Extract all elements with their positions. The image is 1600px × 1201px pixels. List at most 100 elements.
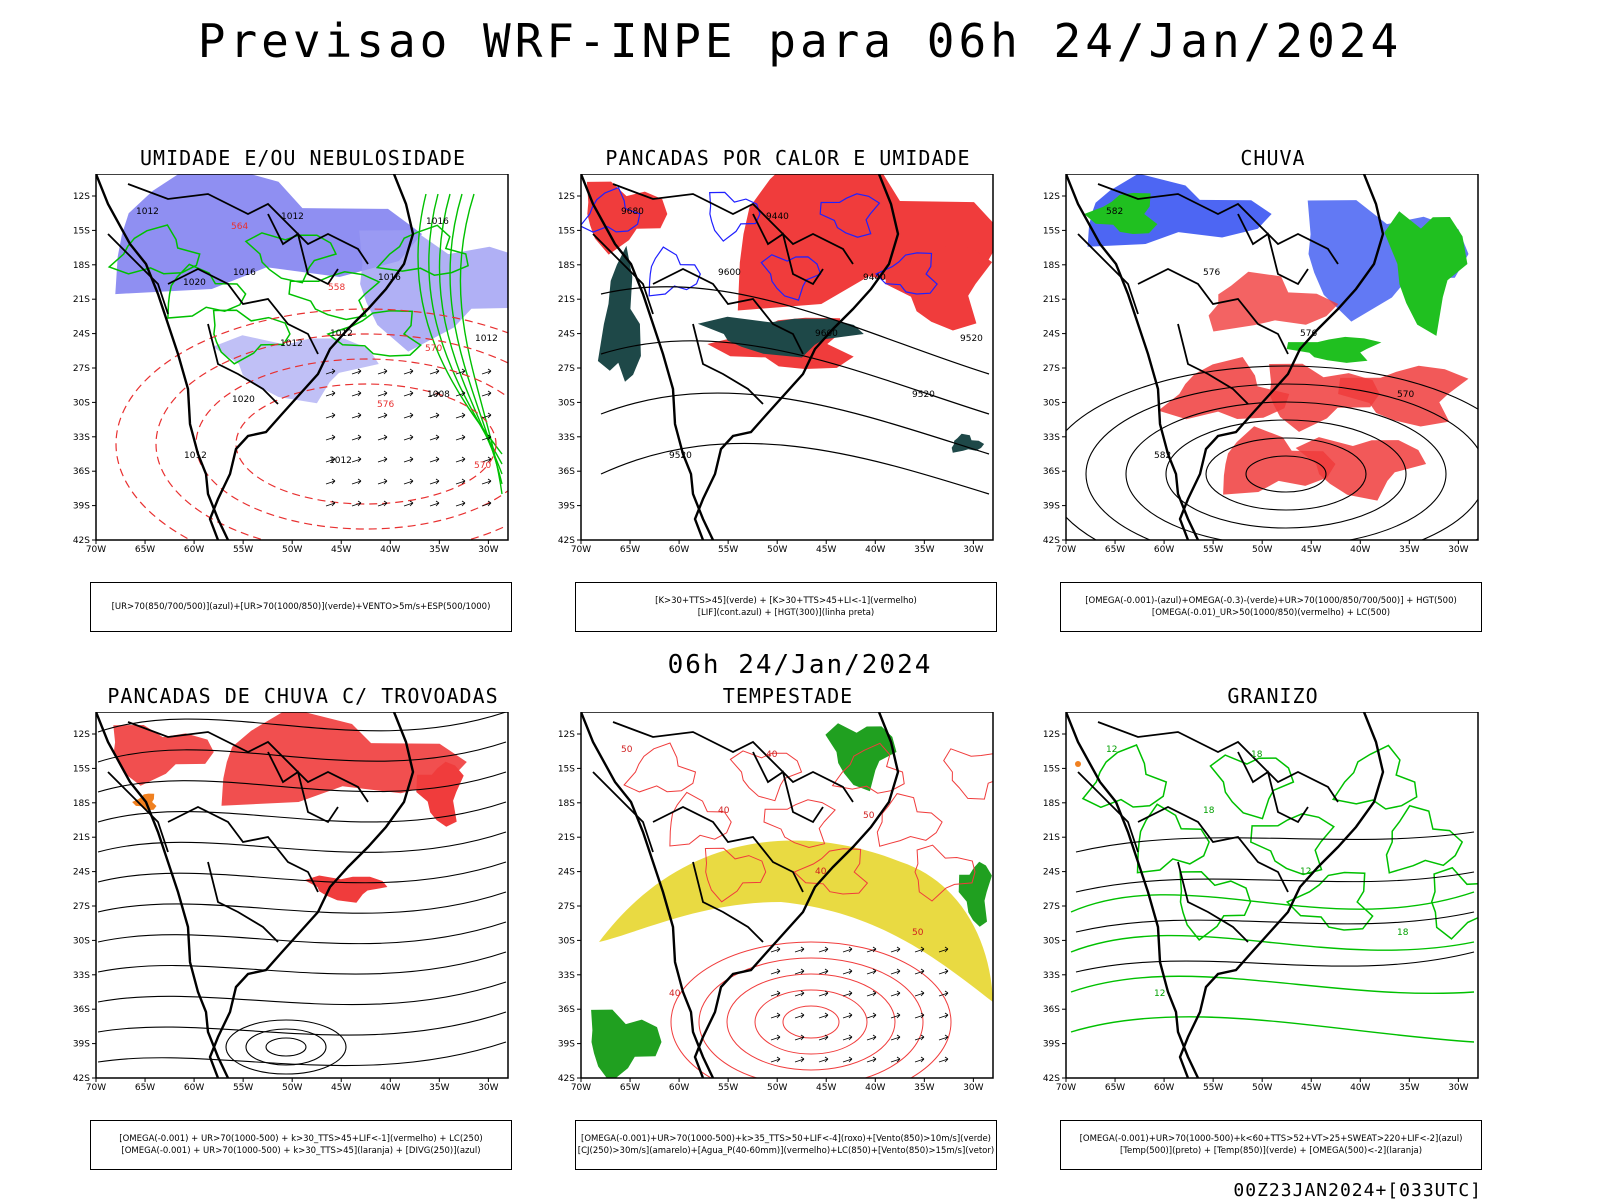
contour-label: 18 bbox=[1251, 750, 1263, 760]
contour-label: 9520 bbox=[669, 451, 692, 461]
temp850-green-contour bbox=[1385, 804, 1464, 874]
coastline bbox=[581, 712, 900, 1078]
wind-vector bbox=[325, 412, 336, 419]
lat-tick-label: 36S bbox=[1043, 1005, 1060, 1015]
omega-orange-marker bbox=[1075, 761, 1081, 767]
contour-label: 1012 bbox=[330, 329, 353, 339]
height-contour bbox=[1125, 401, 1447, 540]
lat-tick-label: 42S bbox=[1043, 1074, 1060, 1084]
wind-vector bbox=[914, 1056, 925, 1063]
contour-label: 582 bbox=[1154, 451, 1171, 461]
wind-vector bbox=[890, 1012, 901, 1019]
panel-title: UMIDADE E/OU NEBULOSIDADE bbox=[139, 146, 467, 170]
map-layers bbox=[96, 712, 508, 1078]
contour-label: 12 bbox=[1106, 745, 1117, 755]
streamline bbox=[97, 891, 507, 914]
map: 1012 1016 1012 1008 1012 1012 1016 1012 1020 1012… bbox=[73, 174, 509, 555]
map: 12 18 12 18 12 18 12S 15S 18S 21S 24S 27S 30S 33S 36S 3… bbox=[1043, 712, 1479, 1093]
wind-vector bbox=[818, 946, 829, 953]
thunder-orange-area bbox=[132, 793, 157, 810]
map-layers bbox=[1066, 712, 1478, 1078]
lat-tick-label: 21S bbox=[558, 295, 575, 305]
wind-vector bbox=[325, 500, 336, 507]
contour-label: 50 bbox=[912, 928, 924, 938]
wind-vector bbox=[842, 946, 853, 953]
legend-line: [OMEGA(-0.001)-(azul)+OMEGA(-0.3)-(verde… bbox=[1085, 596, 1457, 606]
lon-tick-label: 55W bbox=[718, 545, 738, 555]
lat-tick-label: 27S bbox=[558, 364, 575, 374]
lat-tick-label: 39S bbox=[73, 502, 90, 512]
wind-vector bbox=[481, 456, 492, 463]
wind-vector bbox=[481, 434, 492, 441]
lon-tick-label: 35W bbox=[914, 1083, 934, 1093]
panel-granizo: GRANIZO 12 18 12 18 12 18 12S 15S 18S 21S 24S 27S 30S… bbox=[1038, 684, 1508, 1170]
streamline bbox=[245, 1028, 327, 1066]
lon-tick-label: 35W bbox=[429, 1083, 449, 1093]
country-borders bbox=[107, 721, 369, 943]
lat-tick-label: 15S bbox=[1043, 226, 1060, 236]
lon-tick-label: 55W bbox=[718, 1083, 738, 1093]
contour-label: 40 bbox=[766, 750, 778, 760]
wind-vector bbox=[325, 390, 336, 397]
wind-vector bbox=[455, 390, 466, 397]
contour-label: 1020 bbox=[183, 278, 206, 288]
lon-tick-label: 65W bbox=[1105, 545, 1125, 555]
lat-tick-label: 39S bbox=[558, 1040, 575, 1050]
wind-vector bbox=[429, 456, 440, 463]
lon-tick-label: 60W bbox=[184, 1083, 204, 1093]
lat-tick-label: 18S bbox=[558, 799, 575, 809]
wind-vector bbox=[429, 390, 440, 397]
lon-tick-label: 70W bbox=[571, 1083, 591, 1093]
wind-vector bbox=[481, 390, 492, 397]
wind-vector bbox=[403, 390, 414, 397]
legend-line: [OMEGA(-0.01)_UR>50(1000/850)(vermelho) … bbox=[1151, 608, 1391, 618]
panel-tempestade: TEMPESTADE 50 40 40 50 40 40 50 12S 15S 18S 21S 24S 2… bbox=[553, 684, 1023, 1170]
wind-vector bbox=[377, 478, 388, 485]
rain-red-area bbox=[1295, 437, 1427, 501]
lat-tick-label: 15S bbox=[1043, 764, 1060, 774]
lon-tick-label: 60W bbox=[669, 545, 689, 555]
lat-tick-label: 12S bbox=[1043, 730, 1060, 740]
map: 9680 9600 9600 9520 9520 9440 9440 9520 12S 15S 18… bbox=[558, 174, 994, 555]
humidity-blue-area bbox=[359, 230, 508, 352]
instability-red-area bbox=[586, 181, 668, 255]
height-contour bbox=[1085, 383, 1478, 540]
lat-tick-label: 42S bbox=[558, 1074, 575, 1084]
omega-green-area bbox=[1384, 211, 1468, 336]
country-borders bbox=[1077, 721, 1339, 943]
lat-tick-label: 15S bbox=[73, 226, 90, 236]
rain-red-area bbox=[1208, 271, 1339, 332]
lon-tick-label: 30W bbox=[963, 1083, 983, 1093]
height-contour bbox=[1245, 455, 1327, 493]
wind-vector bbox=[377, 368, 388, 375]
lat-tick-label: 36S bbox=[1043, 467, 1060, 477]
water-red-contour bbox=[763, 799, 836, 849]
temp500-contour bbox=[1075, 871, 1475, 893]
lon-tick-label: 45W bbox=[816, 1083, 836, 1093]
wind-vector bbox=[890, 946, 901, 953]
wind-vector bbox=[842, 990, 853, 997]
streamline bbox=[97, 951, 507, 975]
lat-tick-label: 39S bbox=[1043, 502, 1060, 512]
wind-vector bbox=[403, 456, 414, 463]
coastline bbox=[581, 174, 900, 540]
panel-title: TEMPESTADE bbox=[722, 684, 854, 708]
water-red-contour bbox=[670, 941, 952, 1078]
wind-vector bbox=[403, 478, 414, 485]
water-red-contour bbox=[726, 973, 896, 1071]
lon-tick-label: 55W bbox=[233, 1083, 253, 1093]
streamline bbox=[97, 831, 507, 853]
contour-label: 1016 bbox=[378, 273, 401, 283]
map-frame bbox=[95, 174, 509, 541]
humidity-blue-area bbox=[115, 174, 422, 295]
lat-tick-label: 21S bbox=[73, 295, 90, 305]
lon-tick-label: 50W bbox=[1252, 1083, 1272, 1093]
wind-vector bbox=[938, 1012, 949, 1019]
lon-tick-label: 30W bbox=[478, 545, 498, 555]
wind-vector bbox=[770, 1012, 781, 1019]
contour-label: 18 bbox=[1397, 928, 1409, 938]
contour-label: 570 bbox=[425, 344, 442, 354]
lon-tick-label: 50W bbox=[767, 1083, 787, 1093]
water-red-contour bbox=[623, 742, 697, 793]
